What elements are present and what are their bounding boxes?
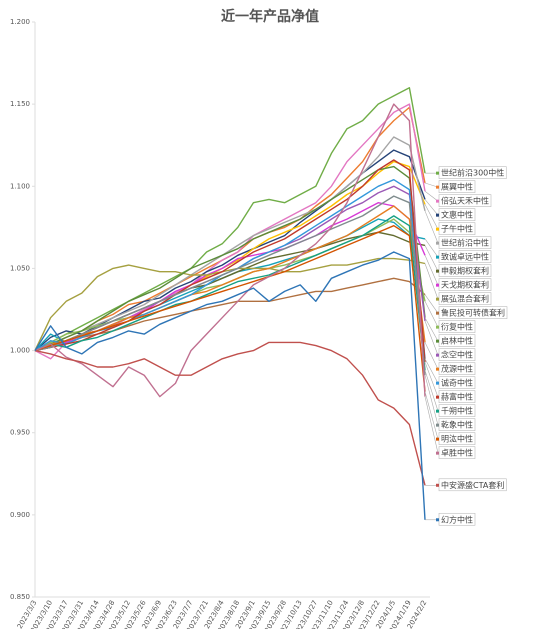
legend-leader [424, 182, 439, 188]
y-tick-label: 0.900 [10, 511, 30, 519]
legend-label: 念空中性 [441, 350, 473, 360]
legend-label: 赫富中性 [441, 392, 473, 402]
legend-label: 千朔中性 [441, 406, 473, 416]
series-line [34, 341, 426, 486]
legend-swatch [436, 339, 439, 343]
legend-swatch [436, 518, 439, 522]
legend-swatch [436, 483, 439, 487]
legend-label: 明汯中性 [441, 434, 473, 444]
y-tick-label: 1.150 [10, 100, 30, 108]
legend-label: 卓胜中性 [441, 448, 473, 458]
legend-leader [424, 255, 439, 286]
legend-leader [424, 199, 439, 216]
y-tick-label: 0.950 [10, 429, 30, 437]
legend-swatch [436, 185, 439, 189]
legend-label: 启林中性 [441, 336, 473, 346]
legend-leader [424, 245, 439, 272]
legend-label: 倍弘天禾中性 [441, 196, 489, 206]
series-line [34, 195, 426, 376]
legend-leader [424, 391, 439, 440]
legend-leader [424, 342, 439, 370]
y-tick-label: 1.050 [10, 264, 30, 272]
series-line [34, 103, 426, 398]
legend-leader [424, 375, 439, 426]
legend-swatch [436, 269, 439, 273]
legend-leader [424, 204, 439, 230]
legend-leader [424, 361, 439, 398]
legend-swatch [436, 381, 439, 385]
legend-swatch [436, 297, 439, 301]
y-tick-label: 0.850 [10, 593, 30, 601]
legend-swatch [436, 241, 439, 245]
legend-label: 茂源中性 [441, 364, 473, 374]
y-tick-label: 1.100 [10, 182, 30, 190]
series-line [34, 257, 426, 351]
legend-swatch [436, 395, 439, 399]
legend-label: 中安源盛CTA套利 [441, 480, 504, 490]
legend-leader [424, 370, 439, 412]
legend-label: 申毅期权套利 [441, 266, 489, 276]
legend-label: 子午中性 [441, 224, 473, 234]
legend-leader [424, 294, 439, 314]
legend-leader [424, 263, 439, 300]
series-line [34, 136, 426, 352]
series-line [34, 165, 426, 352]
legend-label: 衍复中性 [441, 322, 473, 332]
legend-swatch [436, 353, 439, 357]
legend-label: 世纪前沿300中性 [441, 168, 504, 178]
legend-label: 致诚卓远中性 [441, 252, 489, 262]
legend-swatch [436, 227, 439, 231]
chart-title: 近一年产品净值 [221, 8, 319, 25]
legend-swatch [436, 171, 439, 175]
legend-swatch [436, 283, 439, 287]
legend-label: 文惠中性 [441, 210, 473, 220]
legend-label: 展翼中性 [441, 182, 473, 192]
y-tick-label: 1.000 [10, 347, 30, 355]
legend-leader [424, 358, 439, 384]
legend-swatch [436, 325, 439, 329]
legend-label: 幻方中性 [441, 514, 473, 524]
legend-swatch [436, 213, 439, 217]
legend-label: 世纪前沿中性 [441, 238, 489, 248]
legend-leader [424, 317, 439, 342]
legend-label: 天戈期权套利 [441, 280, 489, 290]
legend-swatch [436, 255, 439, 259]
series-line [34, 159, 426, 363]
series-line [34, 103, 426, 360]
legend-leader [424, 301, 439, 328]
legend-label: 诚奇中性 [441, 378, 473, 388]
series-line [34, 106, 426, 352]
legend-leader [424, 238, 439, 258]
legend-leader [424, 210, 439, 244]
series-line [34, 87, 426, 352]
legend-label: 乾象中性 [441, 420, 473, 430]
legend-swatch [436, 451, 439, 455]
legend-label: 鲁民投可转债套利 [441, 308, 505, 318]
legend-swatch [436, 437, 439, 441]
legend-label: 展弘混合套利 [441, 294, 489, 304]
series-line [34, 215, 426, 371]
legend-leader [424, 320, 439, 356]
legend-swatch [436, 367, 439, 371]
series-line [34, 251, 426, 520]
y-tick-label: 1.200 [10, 18, 30, 26]
legend-swatch [436, 311, 439, 315]
legend-swatch [436, 409, 439, 413]
legend-leader [424, 190, 439, 202]
legend-swatch [436, 199, 439, 203]
legend-leader [424, 396, 439, 454]
legend-swatch [436, 423, 439, 427]
series-line [34, 225, 426, 392]
